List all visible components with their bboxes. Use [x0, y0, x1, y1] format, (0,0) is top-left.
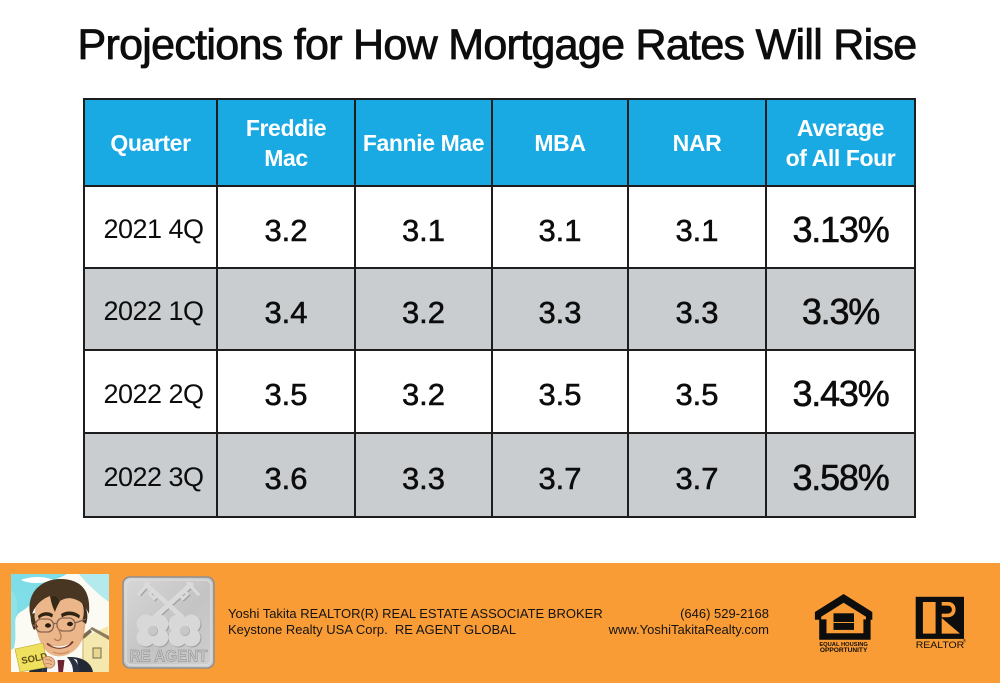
svg-text:REALTOR: REALTOR: [916, 639, 965, 650]
svg-text:RE AGENT: RE AGENT: [130, 648, 208, 666]
svg-text:SOLD: SOLD: [20, 651, 48, 667]
svg-text:EQUAL HOUSING: EQUAL HOUSING: [819, 642, 868, 648]
svg-text:OPPORTUNITY: OPPORTUNITY: [820, 646, 868, 653]
svg-text:®: ®: [963, 638, 967, 644]
